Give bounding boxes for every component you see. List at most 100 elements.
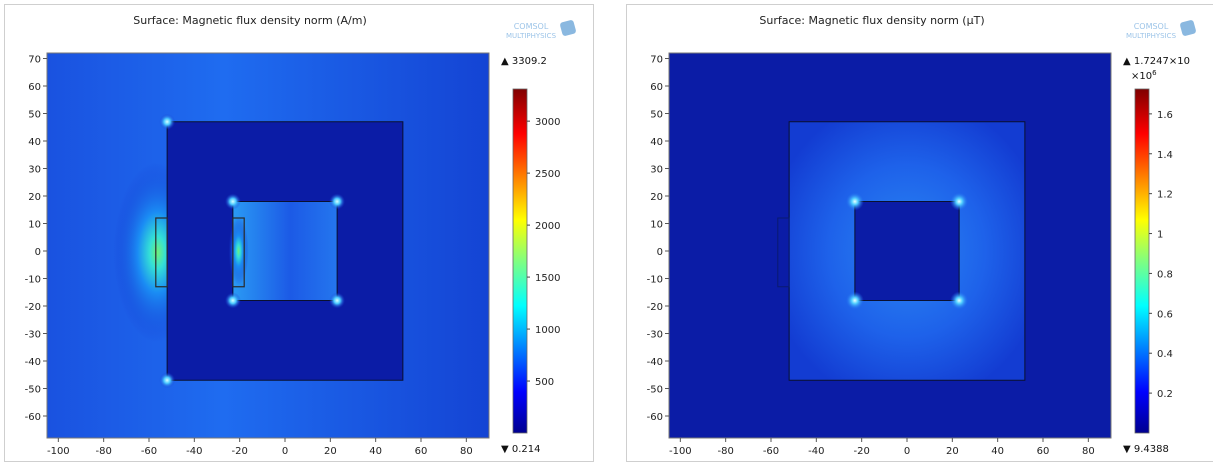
- coil-outline: [232, 217, 245, 288]
- corner-hotspot: [159, 372, 176, 389]
- corner-hotspot: [329, 193, 346, 210]
- coil-outline: [777, 217, 790, 288]
- colorbar-tick-label: 1500: [535, 273, 560, 284]
- y-tick-label: -30: [25, 330, 41, 341]
- x-tick-label: -40: [186, 446, 202, 457]
- y-tick-label: -10: [647, 275, 663, 286]
- colorbar-tick-label: 1.6: [1157, 110, 1173, 121]
- y-tick-label: -60: [647, 412, 663, 423]
- x-tick-label: -80: [717, 446, 733, 457]
- y-tick-label: 30: [650, 165, 663, 176]
- colorbar-tick-label: 0.2: [1157, 389, 1173, 400]
- plot-frame: [46, 52, 490, 439]
- colorbar-min-label: ▼ 9.4388: [1123, 444, 1169, 455]
- core-window: [854, 201, 960, 301]
- y-tick-label: -40: [25, 357, 41, 368]
- axis-ticks: -100 -80 -60 -40 -20 0 20 40 60 80 70 60 50 40 30 20 10 0…: [647, 55, 1095, 458]
- corner-hotspot: [159, 113, 176, 130]
- comsol-logo: COMSOL MULTIPHYSICS: [1126, 20, 1196, 40]
- colorbar-tick-label: 0.8: [1157, 269, 1173, 280]
- colorbar-max-label: ▲ 1.7247×10: [1123, 56, 1190, 67]
- y-tick-label: -40: [647, 357, 663, 368]
- svg-text:COMSOL: COMSOL: [1134, 22, 1169, 31]
- x-tick-label: -100: [669, 446, 692, 457]
- x-tick-label: 60: [1037, 446, 1050, 457]
- corner-hotspot: [224, 292, 241, 309]
- x-tick-label: 60: [415, 446, 428, 457]
- y-tick-label: 40: [650, 137, 663, 148]
- y-tick-label: 50: [650, 110, 663, 121]
- x-tick-label: 80: [1082, 446, 1095, 457]
- flux-density-plot-left: Surface: Magnetic flux density norm (A/m…: [25, 14, 576, 458]
- inner-coil-glow: [228, 217, 249, 285]
- chart-title: Surface: Magnetic flux density norm (A/m…: [133, 14, 366, 27]
- colorbar-max-label: ▲ 3309.2: [501, 56, 547, 67]
- y-tick-label: 70: [28, 55, 41, 66]
- colorbar-tick-label: 2000: [535, 221, 560, 232]
- x-tick-label: 0: [282, 446, 288, 457]
- plot-panel-a-per-m: Surface: Magnetic flux density norm (A/m…: [4, 4, 594, 462]
- colorbar-gradient: [512, 88, 528, 434]
- y-tick-label: 0: [35, 247, 41, 258]
- y-tick-label: -60: [25, 412, 41, 423]
- corner-hotspot: [224, 193, 241, 210]
- x-tick-label: 40: [369, 446, 382, 457]
- y-tick-label: 30: [28, 165, 41, 176]
- colorbar-exponent-label: ×106: [1131, 69, 1157, 82]
- corner-hotspot: [845, 291, 864, 310]
- svg-text:MULTIPHYSICS: MULTIPHYSICS: [1126, 32, 1177, 40]
- plot-panel-micro-tesla: Surface: Magnetic flux density norm (µT)…: [626, 4, 1213, 462]
- colorbar: 3000 2500 2000 1500 1000 500 ▲ 3309.2 ▼ 0.214: [501, 56, 560, 455]
- y-tick-label: 10: [28, 220, 41, 231]
- x-tick-label: -20: [853, 446, 869, 457]
- svg-text:COMSOL: COMSOL: [514, 22, 549, 31]
- field-plot-area: [669, 53, 1111, 438]
- colorbar-tick-label: 0.6: [1157, 309, 1173, 320]
- y-tick-label: 20: [28, 192, 41, 203]
- y-tick-label: 50: [28, 110, 41, 121]
- x-tick-label: -60: [763, 446, 779, 457]
- y-tick-label: -10: [25, 275, 41, 286]
- comsol-logo: COMSOL MULTIPHYSICS: [506, 20, 576, 40]
- x-tick-label: -80: [95, 446, 111, 457]
- y-tick-label: -50: [25, 385, 41, 396]
- y-tick-label: -20: [25, 302, 41, 313]
- colorbar-min-label: ▼ 0.214: [501, 444, 541, 455]
- colorbar-tick-label: 2500: [535, 169, 560, 180]
- x-tick-label: 20: [946, 446, 959, 457]
- y-tick-label: -50: [647, 385, 663, 396]
- colorbar-tick-label: 3000: [535, 117, 560, 128]
- colorbar: 1.6 1.4 1.2 1 0.8 0.6 0.4 0.2 ▲ 1.7247×10 ×106 ▼ 9…: [1123, 56, 1190, 455]
- coil-outline: [155, 217, 168, 288]
- flux-density-plot-right: Surface: Magnetic flux density norm (µT)…: [647, 14, 1196, 458]
- svg-text:MULTIPHYSICS: MULTIPHYSICS: [506, 32, 557, 40]
- y-tick-label: 70: [650, 55, 663, 66]
- y-tick-label: -30: [647, 330, 663, 341]
- y-tick-label: 10: [650, 220, 663, 231]
- x-tick-label: -40: [808, 446, 824, 457]
- y-tick-label: 40: [28, 137, 41, 148]
- y-tick-label: 20: [650, 192, 663, 203]
- corner-hotspot: [845, 192, 864, 211]
- colorbar-gradient: [1134, 88, 1150, 434]
- x-tick-label: 80: [460, 446, 473, 457]
- axis-ticks: -100 -80 -60 -40 -20 0 20 40 60 80 70 60 50 40 30 20 10 0…: [25, 55, 473, 458]
- x-tick-label: 0: [904, 446, 910, 457]
- chart-title: Surface: Magnetic flux density norm (µT): [759, 14, 984, 27]
- corner-hotspot: [950, 291, 969, 310]
- y-tick-label: 60: [28, 82, 41, 93]
- colorbar-exponent-power: 6: [1152, 69, 1157, 77]
- colorbar-tick-label: 1.2: [1157, 190, 1173, 201]
- corner-hotspot: [329, 292, 346, 309]
- colorbar-tick-label: 1: [1157, 230, 1163, 241]
- colorbar-tick-label: 1000: [535, 325, 560, 336]
- x-tick-label: -100: [47, 446, 70, 457]
- y-tick-label: 0: [657, 247, 663, 258]
- colorbar-tick-label: 1.4: [1157, 150, 1173, 161]
- y-tick-label: -20: [647, 302, 663, 313]
- x-tick-label: 40: [991, 446, 1004, 457]
- x-tick-label: 20: [324, 446, 337, 457]
- corner-hotspot: [950, 192, 969, 211]
- colorbar-tick-label: 0.4: [1157, 349, 1173, 360]
- core-window: [232, 201, 338, 301]
